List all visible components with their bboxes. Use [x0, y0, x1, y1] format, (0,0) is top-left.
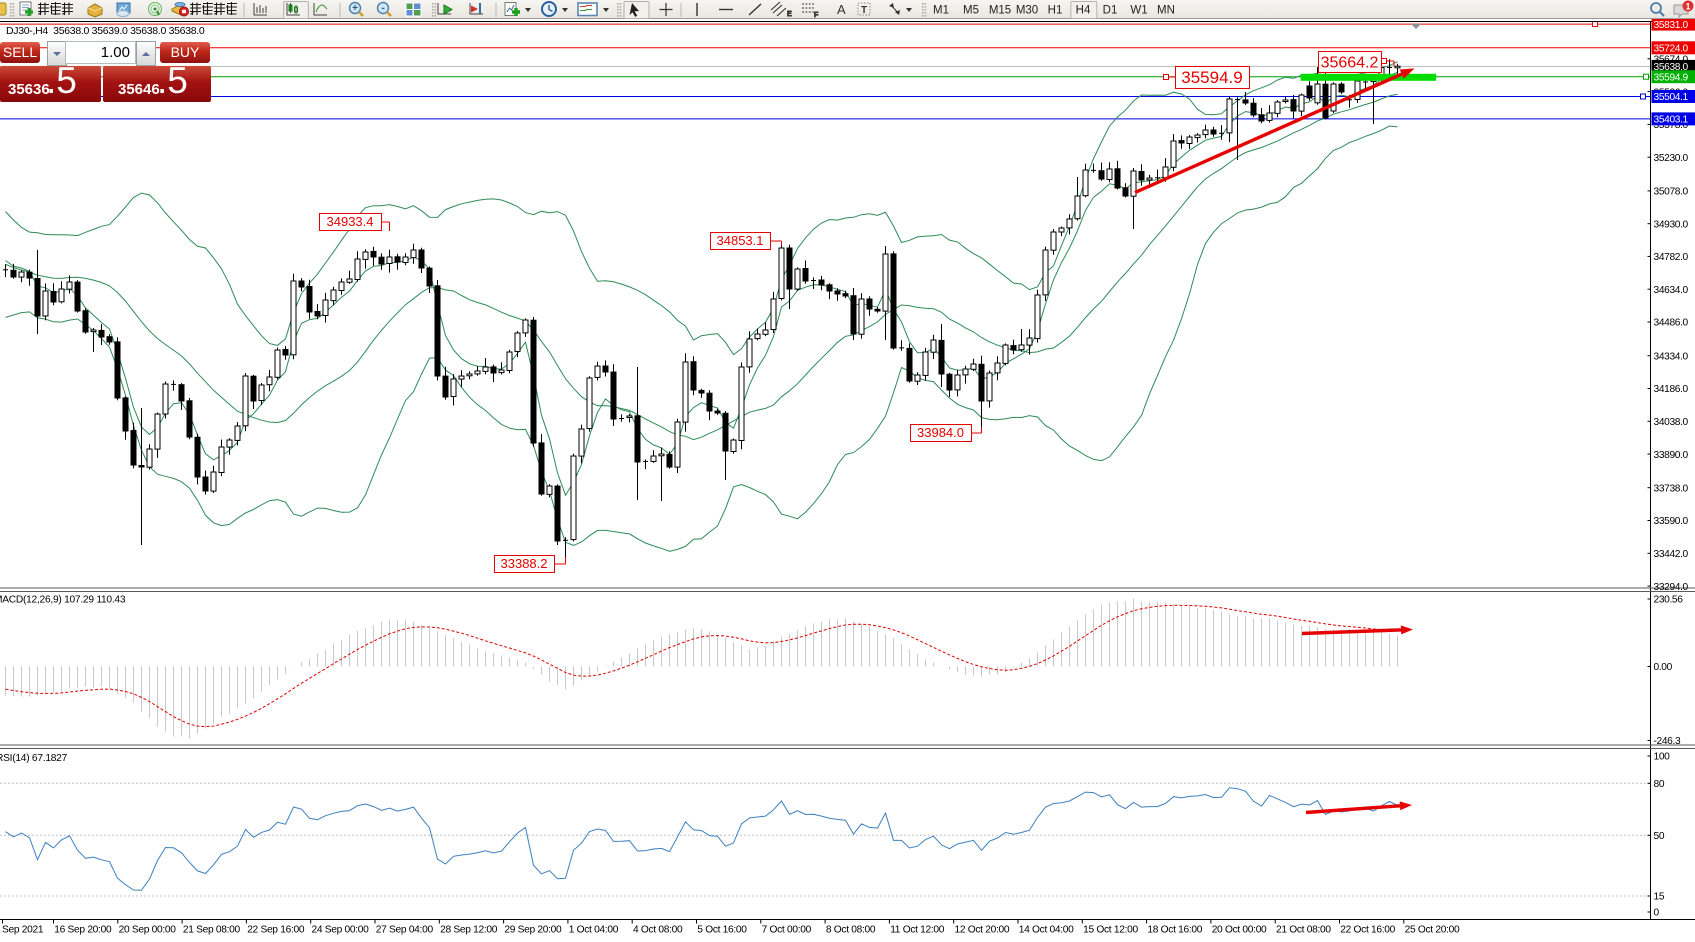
svg-text:34186.0: 34186.0: [1654, 384, 1689, 395]
svg-text:35378.0: 35378.0: [1654, 120, 1689, 131]
svg-text:50: 50: [1654, 831, 1665, 842]
svg-text:34334.0: 34334.0: [1654, 351, 1689, 362]
svg-text:D1: D1: [1103, 5, 1118, 17]
svg-text:22 Sep 16:00: 22 Sep 16:00: [247, 925, 305, 936]
svg-text:34486.0: 34486.0: [1654, 318, 1689, 329]
svg-text:7 Oct 00:00: 7 Oct 00:00: [762, 925, 812, 936]
svg-text:18 Oct 16:00: 18 Oct 16:00: [1147, 925, 1202, 936]
svg-text:20 Sep 00:00: 20 Sep 00:00: [119, 925, 177, 936]
svg-text:33388.2: 33388.2: [501, 556, 548, 571]
svg-text:20 Oct 00:00: 20 Oct 00:00: [1212, 925, 1267, 936]
svg-text:100: 100: [1654, 752, 1671, 763]
svg-text:24 Sep 00:00: 24 Sep 00:00: [312, 925, 370, 936]
svg-text:MACD(12,26,9) 107.29 110.43: MACD(12,26,9) 107.29 110.43: [0, 595, 126, 606]
svg-text:33984.0: 33984.0: [917, 425, 964, 440]
svg-text:34853.1: 34853.1: [717, 233, 764, 248]
svg-text:4 Oct 08:00: 4 Oct 08:00: [633, 925, 683, 936]
svg-text:35664.2: 35664.2: [1321, 54, 1379, 71]
svg-text:80: 80: [1654, 779, 1665, 790]
svg-text:29 Sep 20:00: 29 Sep 20:00: [504, 925, 562, 936]
svg-text:M30: M30: [1016, 5, 1038, 17]
svg-text:34782.0: 34782.0: [1654, 252, 1689, 263]
svg-text:8 Oct 08:00: 8 Oct 08:00: [826, 925, 876, 936]
svg-text:+: +: [352, 3, 358, 14]
svg-text:35638.0: 35638.0: [1654, 62, 1689, 73]
svg-text:14 Oct 04:00: 14 Oct 04:00: [1019, 925, 1074, 936]
svg-text:22 Oct 16:00: 22 Oct 16:00: [1340, 925, 1395, 936]
svg-text:35403.1: 35403.1: [1654, 115, 1689, 126]
svg-text:33442.0: 33442.0: [1654, 549, 1689, 560]
svg-text:A: A: [837, 2, 846, 17]
svg-text:M1: M1: [933, 5, 949, 17]
svg-text:H1: H1: [1048, 5, 1063, 17]
svg-text:12 Oct 20:00: 12 Oct 20:00: [955, 925, 1010, 936]
svg-text:T: T: [861, 5, 867, 16]
svg-text:34933.4: 34933.4: [327, 214, 374, 229]
svg-text:34634.0: 34634.0: [1654, 285, 1689, 296]
svg-text:11 Oct 12:00: 11 Oct 12:00: [890, 925, 945, 936]
svg-text:0.00: 0.00: [1654, 662, 1673, 673]
svg-text:34930.0: 34930.0: [1654, 219, 1689, 230]
svg-text:M15: M15: [989, 5, 1011, 17]
svg-text:-246.3: -246.3: [1654, 736, 1681, 747]
svg-text:35594.9: 35594.9: [1181, 68, 1242, 87]
svg-text:16 Sep 20:00: 16 Sep 20:00: [54, 925, 112, 936]
svg-text:15 Oct 12:00: 15 Oct 12:00: [1083, 925, 1138, 936]
svg-text:35724.0: 35724.0: [1654, 44, 1689, 55]
svg-text:33294.0: 33294.0: [1654, 582, 1689, 593]
svg-text:34038.0: 34038.0: [1654, 417, 1689, 428]
svg-text:35078.0: 35078.0: [1654, 187, 1689, 198]
svg-text:35230.0: 35230.0: [1654, 153, 1689, 164]
svg-text:1: 1: [1685, 2, 1690, 12]
svg-text:35831.0: 35831.0: [1654, 20, 1689, 31]
svg-text:28 Sep 12:00: 28 Sep 12:00: [440, 925, 498, 936]
svg-text:F: F: [814, 12, 818, 19]
svg-text:33590.0: 33590.0: [1654, 516, 1689, 527]
svg-text:H4: H4: [1076, 5, 1091, 17]
svg-text:25 Oct 20:00: 25 Oct 20:00: [1405, 925, 1460, 936]
svg-text:33890.0: 33890.0: [1654, 450, 1689, 461]
svg-text:35594.9: 35594.9: [1654, 72, 1689, 83]
svg-text:21 Sep 08:00: 21 Sep 08:00: [183, 925, 241, 936]
svg-text:DJ30-,H4 35638.0 35639.0 3563: DJ30-,H4 35638.0 35639.0 35638.0 35638.0: [6, 25, 205, 37]
svg-text:5 Oct 16:00: 5 Oct 16:00: [697, 925, 747, 936]
svg-text:35504.1: 35504.1: [1654, 92, 1689, 103]
svg-text:21 Oct 08:00: 21 Oct 08:00: [1276, 925, 1331, 936]
svg-text:1 Oct 04:00: 1 Oct 04:00: [569, 925, 619, 936]
svg-text:230.56: 230.56: [1654, 595, 1684, 606]
svg-text:27 Sep 04:00: 27 Sep 04:00: [376, 925, 434, 936]
svg-text:M5: M5: [963, 5, 979, 17]
svg-text:Sep 2021: Sep 2021: [2, 925, 44, 936]
svg-text:MN: MN: [1157, 5, 1175, 17]
svg-text:E: E: [787, 11, 792, 18]
svg-text:33738.0: 33738.0: [1654, 483, 1689, 494]
svg-text:0: 0: [1654, 908, 1660, 919]
svg-text:-: -: [381, 3, 384, 14]
svg-text:W1: W1: [1130, 5, 1147, 17]
svg-text:RSI(14) 67.1827: RSI(14) 67.1827: [0, 753, 68, 764]
svg-text:15: 15: [1654, 892, 1665, 903]
